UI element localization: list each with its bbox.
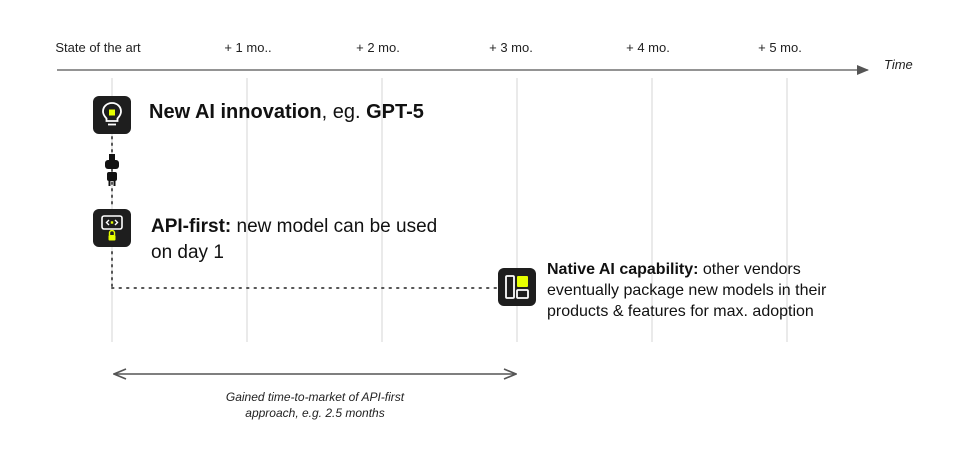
- innovation-connector: , eg.: [321, 101, 367, 123]
- plug-icon: [105, 154, 119, 186]
- tick-label-4: + 4 mo.: [626, 40, 670, 55]
- native-ai-title: Native AI capability:: [547, 261, 699, 278]
- tick-label-2: + 2 mo.: [356, 40, 400, 55]
- tick-label-0: State of the art: [55, 40, 141, 55]
- tick-label-5: + 5 mo.: [758, 40, 802, 55]
- api-first-callout: API-first: new model can be used on day …: [151, 214, 441, 266]
- innovation-example: GPT-5: [366, 101, 424, 123]
- dashboard-layout-icon: [505, 275, 529, 299]
- innovation-icon-box: [93, 96, 131, 134]
- gained-time-caption: Gained time-to-market of API-first appro…: [225, 390, 405, 420]
- tick-label-1: + 1 mo..: [224, 40, 272, 55]
- axis-title-time: Time: [884, 57, 913, 72]
- api-first-text: new model can be used on day 1: [151, 216, 438, 263]
- native-ai-text: other vendors eventually package new mod…: [547, 261, 827, 320]
- native-ai-callout: Native AI capability: other vendors even…: [547, 259, 877, 322]
- api-code-lock-icon: [101, 215, 123, 241]
- api-first-icon-box: [93, 209, 131, 247]
- innovation-title: New AI innovation: [149, 101, 322, 123]
- lightbulb-icon: [102, 102, 122, 126]
- innovation-callout: New AI innovation, eg. GPT-5: [149, 101, 424, 124]
- native-ai-icon-box: [498, 268, 536, 306]
- api-first-title: API-first:: [151, 216, 232, 237]
- tick-label-3: + 3 mo.: [489, 40, 533, 55]
